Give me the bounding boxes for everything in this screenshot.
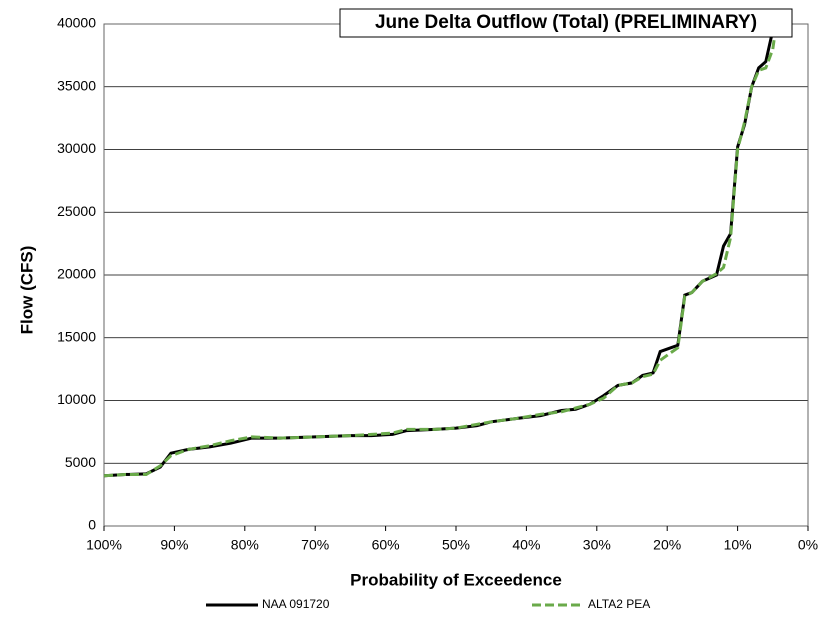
title-box [339,8,793,38]
x-tick-label: 30% [583,537,611,553]
y-axis-label: Flow (CFS) [17,246,36,335]
series-line [103,23,778,478]
y-tick-label: 40000 [57,15,96,31]
y-tick-label: 10000 [57,391,96,407]
chart-title: June Delta Outflow (Total) (PRELIMINARY) [375,12,757,33]
y-tick-label: 30000 [57,140,96,156]
x-tick-label: 80% [231,537,259,553]
y-tick-label: 5000 [65,454,96,470]
x-tick-label: 20% [653,537,681,553]
y-tick-label: 20000 [57,266,96,282]
legend-label: ALTA2 PEA [588,597,650,611]
y-tick-label: 15000 [57,328,96,344]
y-tick-label: 25000 [57,203,96,219]
x-axis-label: Probability of Exceedence [350,570,562,589]
x-tick-label: 60% [372,537,400,553]
x-tick-label: 10% [724,537,752,553]
y-tick-label: 35000 [57,77,96,93]
x-tick-label: 100% [86,537,122,553]
x-tick-label: 90% [160,537,188,553]
y-tick-label: 0 [88,517,96,533]
legend-label: NAA 091720 [262,597,330,611]
x-tick-label: 50% [442,537,470,553]
x-tick-label: 40% [512,537,540,553]
x-tick-label: 0% [798,537,818,553]
x-tick-label: 70% [301,537,329,553]
